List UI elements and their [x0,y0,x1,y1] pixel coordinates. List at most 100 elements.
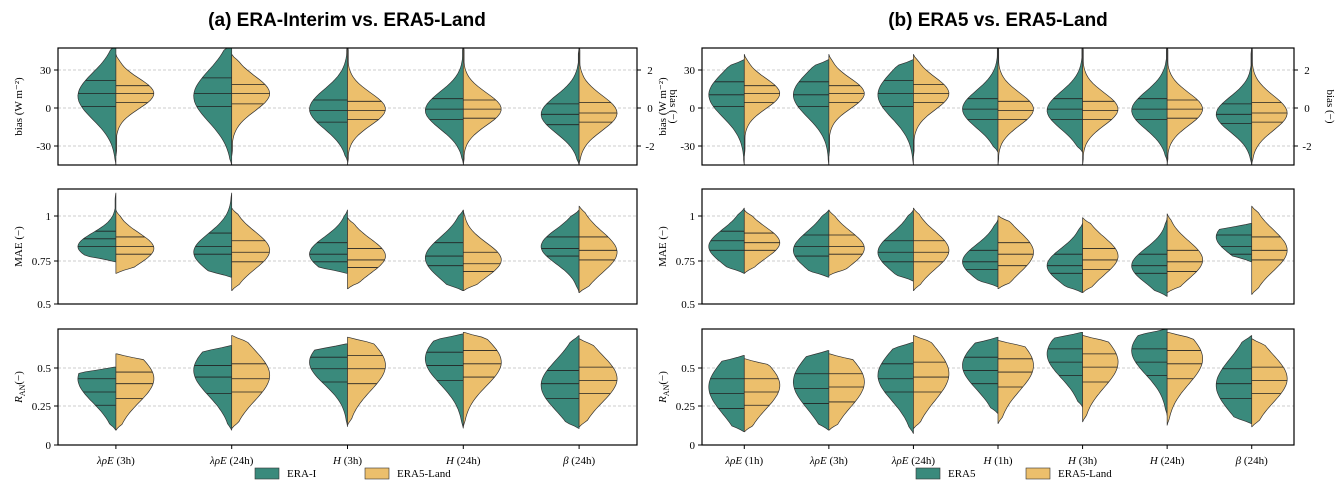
panel-frame [57,188,638,305]
violin-right [578,205,618,293]
violin-left [1215,223,1253,263]
chart-title: (a) ERA-Interim vs. ERA5-Land [208,10,486,31]
violin-right [347,336,386,426]
violin-left [1131,216,1168,297]
x-tick-label: H (3h) [1067,455,1097,467]
x-label-var: H [332,455,342,467]
y-tick-label: 0.25 [676,401,696,413]
ylabel-sub: AN [662,384,671,396]
ylabel-r: R [13,396,25,404]
violin-right [1166,213,1203,293]
y-axis-label: RAN(−) [13,371,27,404]
y-tick-label: 0.5 [681,299,695,311]
violin-right [1082,335,1119,423]
violin-left [1215,335,1253,424]
violin-right [347,217,386,290]
violin-right [347,48,386,165]
y-tick-label: 0 [46,440,52,452]
violin-right [462,210,502,291]
violin-left [1215,48,1253,165]
violins [708,205,1288,297]
panel-r-an: 0.5 0.25 0 RAN(−) [13,328,638,452]
violin-left [792,209,830,278]
x-label-var: λρE [809,455,827,467]
legend: ERA5 ERA5-Land [915,467,1112,480]
violin-right [913,335,950,429]
panel-mae: 1 0.75 0.5 MAE (−) [657,188,1295,311]
y-tick-label: 0.75 [32,256,52,268]
x-label-var: β [1235,455,1242,467]
violin-right [997,215,1034,290]
violin-right [115,353,155,431]
violin-left [1131,48,1168,162]
x-label-var: H [1149,455,1159,467]
y-tick-label: 0 [690,440,696,452]
violin-right [1082,217,1119,293]
violin-left [1131,329,1168,416]
ylabel-unit: (−) [13,371,25,385]
violin-left [540,209,580,293]
x-label-step: (3h) [1076,455,1097,467]
x-tick-label: λρE (24h) [209,455,254,467]
violins [77,48,618,165]
ylabel-unit: (−) [657,371,669,385]
violin-right [115,54,155,156]
violin-right [913,54,950,157]
y-tick-label-right: 0 [1304,103,1310,115]
violin-left [792,350,830,431]
y-axis-label: MAE (−) [657,226,669,267]
violin-left [193,345,233,431]
x-label-step: (24h) [569,455,596,467]
chart-a: (a) ERA-Interim vs. ERA5-Land300-3020-2b… [13,10,679,480]
x-label-var: H [982,455,992,467]
violin-right [743,358,781,433]
y-tick-label: 30 [40,65,52,77]
y-axis-label: RAN(−) [657,371,671,404]
violin-left [424,48,464,164]
legend: ERA-I ERA5-Land [254,467,451,480]
violin-right [462,331,502,427]
violin-left [962,336,999,414]
y-tick-label: 0 [690,103,696,115]
x-label-step: (24h) [1241,455,1268,467]
y-tick-label: -30 [36,141,51,153]
x-tick-label: H (24h) [445,455,481,467]
x-label-var: λρE [209,455,227,467]
violin-left [793,59,830,165]
violin-right [1166,48,1203,165]
y-tick-label-right: 2 [1304,65,1310,77]
x-tick-label: β (24h) [562,455,595,467]
violin-left [877,59,914,165]
violin-left [877,341,914,434]
y-tick-label: 0.5 [681,363,695,375]
panel-frame [701,188,1295,305]
y-tick-label: 1 [690,211,696,223]
y-tick-label: 1 [46,211,52,223]
violin-left [1046,48,1083,153]
legend-label: ERA-I [287,468,317,480]
violin-right [913,207,950,291]
violin-right [231,207,271,291]
violin-left [708,59,745,165]
violins [708,329,1288,434]
violin-left [962,48,999,153]
y-tick-label: 0.5 [37,299,51,311]
violin-right [231,54,270,156]
x-label-step: (3h) [341,455,362,467]
violin-right [828,209,865,276]
legend-swatch [364,467,390,480]
legend-swatch [1025,467,1051,480]
legend-swatch [915,467,941,480]
violins [77,331,618,431]
legend-swatch [254,467,280,480]
chart-b: (b) ERA5 vs. ERA5-Land 30 0 -30 2 0 -2 bias (−)… [657,10,1336,480]
violin-right [997,48,1034,165]
ylabel-sub: AN [18,384,27,396]
legend-label: ERA5-Land [397,468,451,480]
x-label-step: (3h) [114,455,135,467]
y-tick-label: 0.5 [37,363,51,375]
x-tick-label: H (3h) [332,455,362,467]
y-tick-label-right: 2 [647,65,653,77]
